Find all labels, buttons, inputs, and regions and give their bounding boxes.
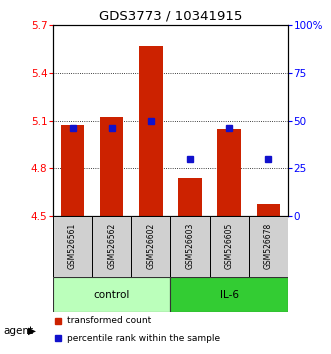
Text: percentile rank within the sample: percentile rank within the sample <box>67 334 220 343</box>
Text: GSM526605: GSM526605 <box>225 222 234 269</box>
Bar <box>100 118 123 216</box>
Text: GSM526562: GSM526562 <box>107 222 116 269</box>
Text: GSM526602: GSM526602 <box>146 222 155 269</box>
Text: ▶: ▶ <box>28 326 36 336</box>
Text: GSM526603: GSM526603 <box>186 222 195 269</box>
Bar <box>170 277 288 312</box>
Bar <box>61 125 84 216</box>
Text: GSM526561: GSM526561 <box>68 222 77 269</box>
Text: transformed count: transformed count <box>67 316 151 325</box>
Bar <box>53 277 170 312</box>
Bar <box>53 216 92 277</box>
Bar <box>249 216 288 277</box>
Bar <box>139 46 163 216</box>
Text: agent: agent <box>3 326 33 336</box>
Title: GDS3773 / 10341915: GDS3773 / 10341915 <box>99 9 242 22</box>
Text: IL-6: IL-6 <box>220 290 239 300</box>
Bar <box>257 204 280 216</box>
Text: GSM526678: GSM526678 <box>264 222 273 269</box>
Text: control: control <box>94 290 130 300</box>
Bar <box>210 216 249 277</box>
Bar <box>92 216 131 277</box>
Bar <box>131 216 170 277</box>
Bar <box>217 129 241 216</box>
Bar <box>178 178 202 216</box>
Bar <box>170 216 210 277</box>
